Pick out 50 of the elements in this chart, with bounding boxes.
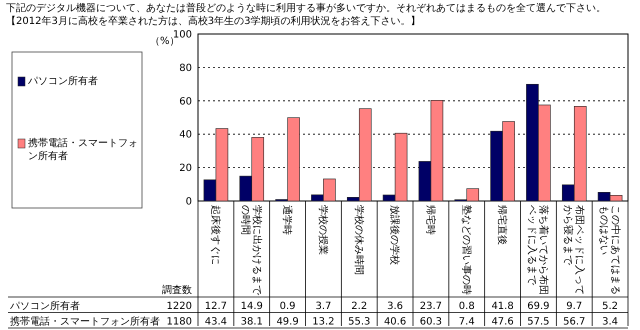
y-tick-label: 20 xyxy=(179,163,192,174)
text: 調査数 xyxy=(162,284,192,296)
x-tick-label: 塾などの習い事の時 xyxy=(460,205,472,295)
data-label: 14.9 xyxy=(240,301,263,312)
text: 1220 xyxy=(166,301,192,312)
legend-label: パソコン所有者 xyxy=(28,75,99,88)
text: 1180 xyxy=(166,316,192,328)
data-label: 3.4 xyxy=(602,316,618,328)
x-tick-label: 学校に出かけるまでの時間 xyxy=(240,205,263,296)
x-tick-label: 起床後すぐに xyxy=(209,205,222,265)
data-label: 7.4 xyxy=(458,316,475,328)
data-label: 49.9 xyxy=(276,316,299,328)
chart-title: 下記のデジタル機器について、あなたは普段どのような時に利用する事が多いですか。それぞれあてはまるものを全て選んで下さい。 xyxy=(6,2,606,14)
data-label: 41.8 xyxy=(491,301,514,312)
x-tick-label: 通学時 xyxy=(281,205,294,235)
data-label: 69.9 xyxy=(527,301,550,312)
data-label: 43.4 xyxy=(204,316,228,328)
x-tick-label: 落ち着いてから布団ベッドに入るまで xyxy=(526,205,550,295)
x-tick-label: 布団ベッドに入ってから寝るまで xyxy=(562,205,586,295)
y-tick-label: 80 xyxy=(179,62,192,74)
data-label: 9.7 xyxy=(566,301,582,312)
data-label: 2.2 xyxy=(351,301,368,312)
legend-label: 携帯電話・スマートフォン所有者 xyxy=(28,137,138,163)
data-label: 38.1 xyxy=(240,316,263,328)
x-tick-label: 帰宅直後 xyxy=(496,205,508,245)
data-label: 40.6 xyxy=(384,316,406,328)
x-tick-label: 放課後の学校 xyxy=(388,205,401,265)
data-label: 60.3 xyxy=(420,316,442,328)
y-tick-label: 60 xyxy=(179,96,192,108)
data-label: 0.8 xyxy=(458,301,475,312)
text: 携帯電話・スマートフォン所有者 xyxy=(10,316,160,328)
data-label: 3.7 xyxy=(315,301,332,312)
x-tick-label: 学校の休み時間 xyxy=(352,205,365,275)
y-tick-label: 0 xyxy=(186,196,192,208)
data-label: 3.6 xyxy=(387,301,404,312)
data-label: 12.7 xyxy=(204,301,228,312)
data-label: 57.5 xyxy=(527,316,550,328)
data-label: 55.3 xyxy=(348,316,370,328)
data-label: 47.6 xyxy=(491,316,514,328)
data-label: 13.2 xyxy=(312,316,335,328)
data-label: 56.7 xyxy=(563,316,586,328)
data-label: 0.9 xyxy=(280,301,296,312)
x-tick-label: 学校の授業 xyxy=(316,205,329,255)
data-label: 5.2 xyxy=(602,301,618,312)
x-tick-label: この中にあてはまるものはない xyxy=(598,205,622,295)
text: パソコン所有者 xyxy=(10,301,80,312)
data-label: 23.7 xyxy=(420,301,442,312)
y-tick-label: 40 xyxy=(179,130,192,141)
x-tick-label: 帰宅時 xyxy=(424,205,436,235)
chart-subtitle: 【2012年3月に高校を卒業された方は、高校3年生の3学期頃の利用状況をお答え下さい。】 xyxy=(6,15,421,27)
